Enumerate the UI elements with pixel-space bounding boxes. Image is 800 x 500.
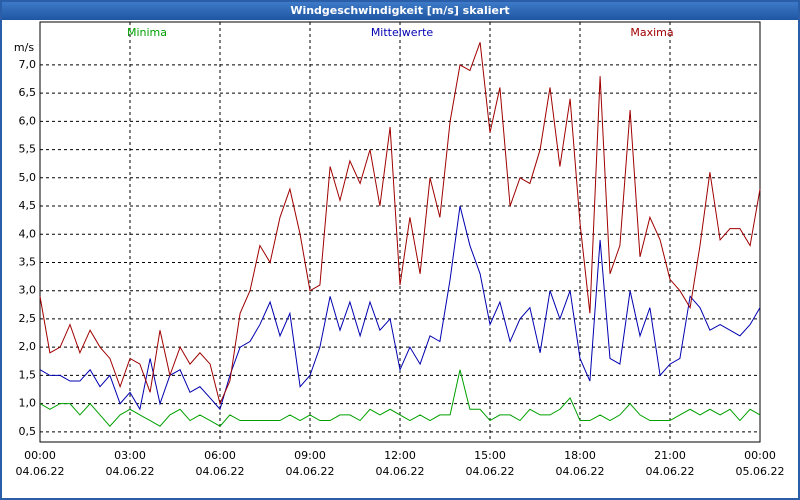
y-tick-label: 2,5: [19, 312, 37, 325]
y-tick-label: 1,5: [19, 368, 37, 381]
x-tick-label: 21:00: [654, 449, 686, 462]
x-tick-date: 04.06.22: [106, 465, 155, 478]
x-tick-date: 04.06.22: [646, 465, 695, 478]
x-tick-label: 15:00: [474, 449, 506, 462]
x-tick-label: 00:00: [24, 449, 56, 462]
x-tick-date: 05.06.22: [736, 465, 785, 478]
x-tick-label: 06:00: [204, 449, 236, 462]
y-tick-label: 6,0: [19, 114, 37, 127]
x-tick-label: 18:00: [564, 449, 596, 462]
y-axis-label: m/s: [14, 41, 34, 54]
x-tick-date: 04.06.22: [286, 465, 335, 478]
x-tick-date: 04.06.22: [196, 465, 245, 478]
y-tick-label: 7,0: [19, 58, 37, 71]
x-tick-date: 04.06.22: [466, 465, 515, 478]
y-tick-label: 4,5: [19, 199, 37, 212]
y-tick-label: 5,0: [19, 171, 37, 184]
series-line: [39, 42, 761, 406]
x-tick-label: 03:00: [114, 449, 146, 462]
legend-label: Mittelwerte: [371, 26, 434, 39]
y-tick-label: 1,0: [19, 397, 37, 410]
y-tick-label: 3,5: [19, 255, 37, 268]
x-tick-label: 00:00: [744, 449, 776, 462]
y-tick-label: 4,0: [19, 227, 37, 240]
plot-border: [39, 21, 761, 443]
legend-label: Maxima: [630, 26, 673, 39]
y-tick-label: 2,0: [19, 340, 37, 353]
y-tick-label: 6,5: [19, 86, 37, 99]
x-tick-date: 04.06.22: [376, 465, 425, 478]
x-tick-label: 12:00: [384, 449, 416, 462]
y-tick-label: 0,5: [19, 425, 37, 438]
series-line: [39, 205, 761, 411]
y-tick-label: 3,0: [19, 284, 37, 297]
x-tick-date: 04.06.22: [16, 465, 65, 478]
x-tick-date: 04.06.22: [556, 465, 605, 478]
x-tick-label: 09:00: [294, 449, 326, 462]
title-bar: Windgeschwindigkeit [m/s] skaliert: [2, 2, 798, 20]
legend-label: Minima: [127, 26, 167, 39]
series-line: [39, 369, 761, 427]
y-tick-label: 5,5: [19, 143, 37, 156]
